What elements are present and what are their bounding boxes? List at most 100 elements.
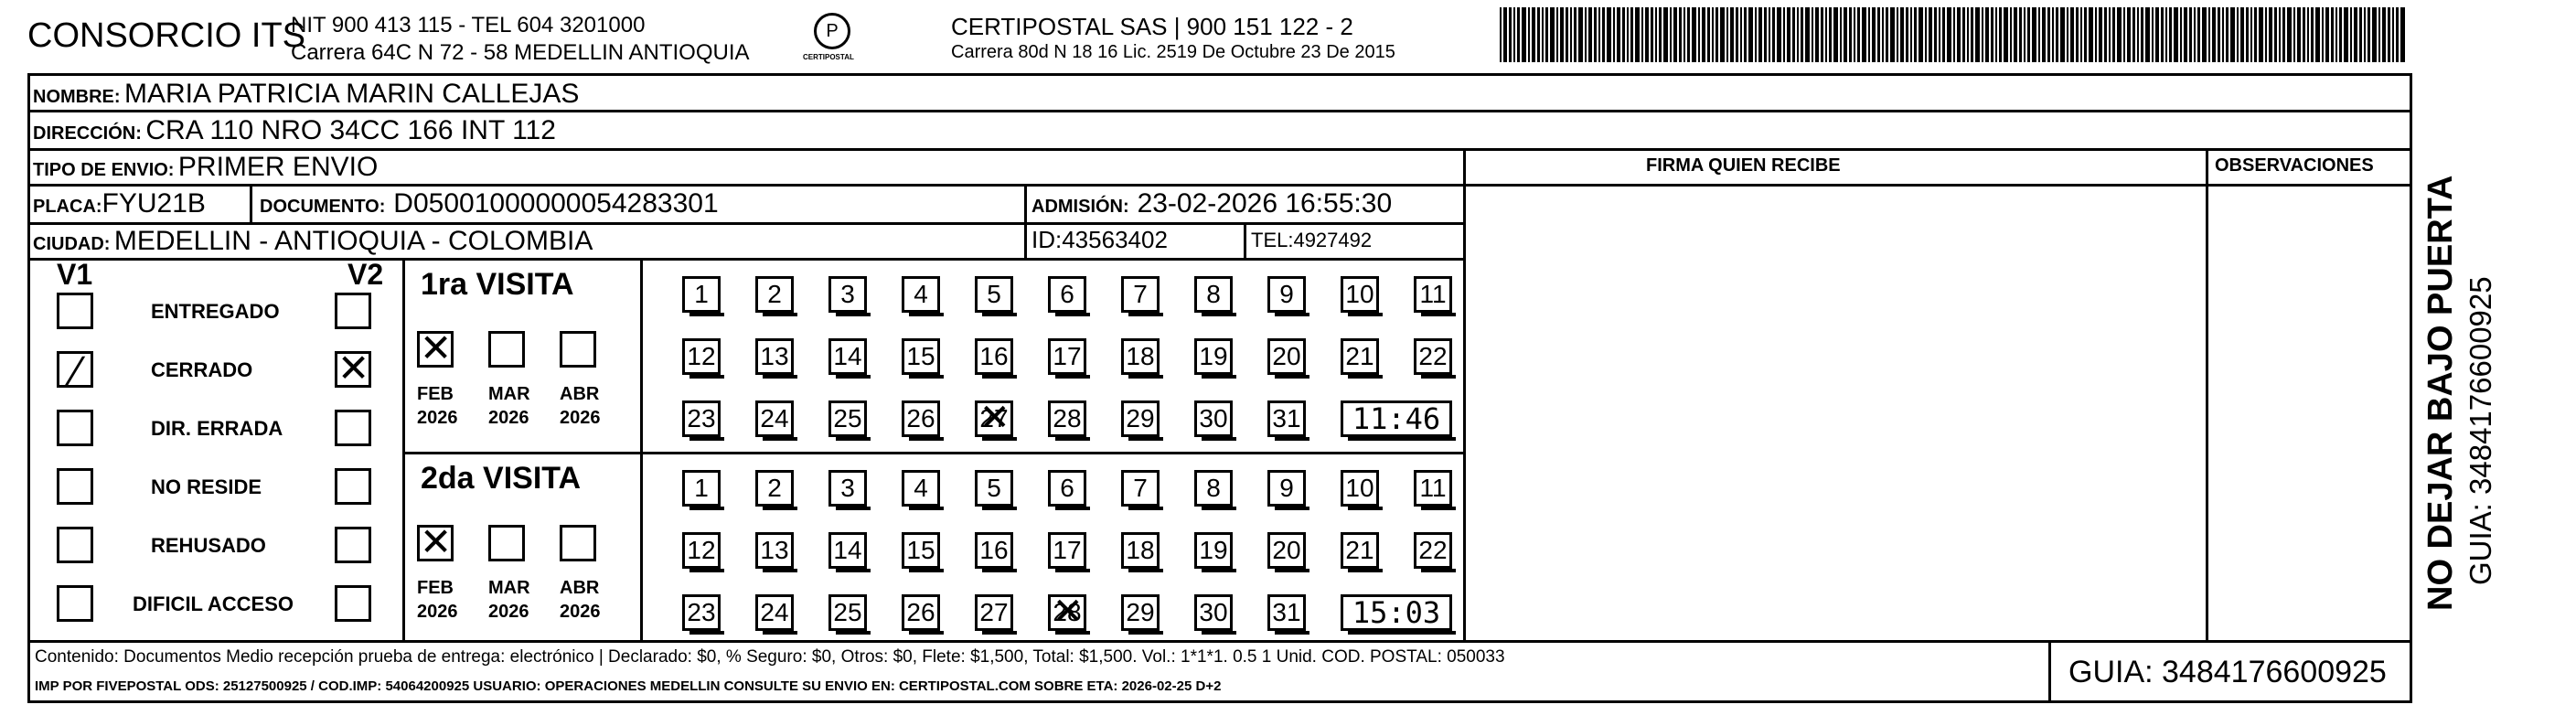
barcode-bar [1886, 7, 1888, 62]
day-box[interactable]: 3 [828, 470, 871, 510]
day-box[interactable]: 1 [682, 276, 724, 316]
v2-checkbox[interactable] [335, 410, 371, 446]
v2-checkbox[interactable] [335, 468, 371, 505]
day-box[interactable]: 16 [975, 532, 1017, 572]
day-box[interactable]: 4 [902, 276, 944, 316]
month-checkbox[interactable] [560, 331, 596, 368]
day-box[interactable]: 11 [1414, 470, 1456, 510]
day-box[interactable]: 31 [1267, 594, 1309, 635]
day-box[interactable]: 25 [828, 594, 871, 635]
day-box[interactable]: 13 [755, 338, 797, 379]
v1-checkbox[interactable] [57, 468, 93, 505]
day-box[interactable]: 24 [755, 400, 797, 441]
day-box[interactable]: 10 [1341, 276, 1383, 316]
day-box[interactable]: 4 [902, 470, 944, 510]
v2-checkbox[interactable] [335, 293, 371, 329]
day-box[interactable]: 9 [1267, 276, 1309, 316]
day-box[interactable]: 15 [902, 338, 944, 379]
v2-checkbox[interactable] [335, 585, 371, 622]
day-box[interactable]: 17 [1048, 532, 1090, 572]
day-box[interactable]: 11 [1414, 276, 1456, 316]
day-box[interactable]: 1 [682, 470, 724, 510]
barcode-bar [1532, 7, 1535, 62]
day-box[interactable]: 5 [975, 470, 1017, 510]
day-box[interactable]: 22 [1414, 532, 1456, 572]
day-box[interactable]: 15 [902, 532, 944, 572]
day-box[interactable]: 27 [975, 594, 1017, 635]
barcode-bar [2382, 7, 2386, 62]
company-name: CONSORCIO ITS [27, 16, 306, 55]
barcode-bar [2303, 7, 2305, 62]
day-box[interactable]: 31 [1267, 400, 1309, 441]
day-box[interactable]: 5 [975, 276, 1017, 316]
day-box[interactable]: 20 [1267, 532, 1309, 572]
day-box[interactable]: 8 [1194, 470, 1236, 510]
day-box[interactable]: 6 [1048, 276, 1090, 316]
month-checkbox[interactable] [560, 525, 596, 561]
status-option-label: NO RESIDE [151, 475, 262, 498]
day-box[interactable]: 19 [1194, 338, 1236, 379]
v1-checkbox[interactable] [57, 527, 93, 563]
day-box[interactable]: 24 [755, 594, 797, 635]
barcode-bar [1914, 7, 1917, 62]
day-box[interactable]: 18 [1121, 338, 1163, 379]
day-box[interactable]: 3 [828, 276, 871, 316]
day-box[interactable]: 29 [1121, 400, 1163, 441]
day-box[interactable]: 10 [1341, 470, 1383, 510]
v1-checkbox[interactable] [57, 293, 93, 329]
barcode-bar [1560, 7, 1564, 62]
v1-checkbox[interactable] [57, 585, 93, 622]
day-box[interactable]: 17 [1048, 338, 1090, 379]
day-box[interactable]: 18 [1121, 532, 1163, 572]
day-box[interactable]: 26 [902, 400, 944, 441]
day-box[interactable]: 21 [1341, 532, 1383, 572]
barcode-bar [1772, 7, 1775, 62]
barcode-bar [2222, 7, 2224, 62]
day-box[interactable]: 25 [828, 400, 871, 441]
barcode-bar [1910, 7, 1912, 62]
barcode-bar [1720, 7, 1725, 62]
day-box[interactable]: 16 [975, 338, 1017, 379]
day-box[interactable]: 12 [682, 532, 724, 572]
day-box[interactable]: 23 [682, 594, 724, 635]
day-box[interactable]: 28 ✕ [1048, 593, 1090, 635]
day-box[interactable]: 2 [755, 470, 797, 510]
day-box[interactable]: 26 [902, 594, 944, 635]
day-box[interactable]: 2 [755, 276, 797, 316]
day-box[interactable]: 30 [1194, 400, 1236, 441]
month-checkbox[interactable] [488, 331, 525, 368]
day-box[interactable]: 8 [1194, 276, 1236, 316]
day-box[interactable]: 29 [1121, 594, 1163, 635]
v2-checkbox[interactable] [335, 527, 371, 563]
v1-checkbox[interactable] [57, 410, 93, 446]
v1-checkbox[interactable]: ⁄ [57, 351, 93, 391]
day-box[interactable]: 28 [1048, 400, 1090, 441]
status-option-label: DIFICIL ACCESO [133, 593, 294, 615]
barcode-bar [1687, 7, 1690, 62]
month-checkbox[interactable]: ✕ [417, 329, 454, 368]
day-box[interactable]: 7 [1121, 470, 1163, 510]
day-box[interactable]: 21 [1341, 338, 1383, 379]
day-box[interactable]: 14 [828, 532, 871, 572]
month-checkbox[interactable] [488, 525, 525, 561]
day-box[interactable]: 23 [682, 400, 724, 441]
day-box[interactable]: 14 [828, 338, 871, 379]
barcode-bar [2322, 7, 2324, 62]
barcode-bar [2104, 7, 2107, 62]
day-box[interactable]: 13 [755, 532, 797, 572]
v2-checkbox[interactable]: ✕ [335, 349, 371, 388]
day-box[interactable]: 27 ✕ [975, 400, 1017, 441]
day-box[interactable]: 7 [1121, 276, 1163, 316]
barcode-bar [2165, 7, 2167, 62]
day-box[interactable]: 9 [1267, 470, 1309, 510]
month-checkbox[interactable]: ✕ [417, 523, 454, 561]
day-box[interactable]: 20 [1267, 338, 1309, 379]
day-box[interactable]: 12 [682, 338, 724, 379]
day-box[interactable]: 19 [1194, 532, 1236, 572]
day-box[interactable]: 6 [1048, 470, 1090, 510]
day-box[interactable]: 22 [1414, 338, 1456, 379]
side-guia: GUIA: 3484176600925 [2464, 276, 2497, 585]
tipo-value: PRIMER ENVIO [177, 152, 379, 182]
barcode-bar [2084, 7, 2087, 62]
day-box[interactable]: 30 [1194, 594, 1236, 635]
